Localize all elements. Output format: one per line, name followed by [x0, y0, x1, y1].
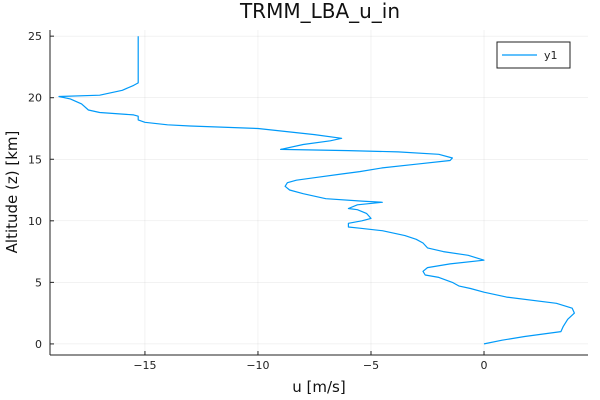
chart-title: TRMM_LBA_u_in — [239, 0, 400, 23]
y-tick: 5 — [35, 276, 54, 289]
x-tick: −5 — [363, 351, 379, 372]
legend: y1 — [496, 41, 571, 69]
x-tick: 0 — [481, 351, 488, 372]
y-tick: 20 — [28, 92, 54, 105]
x-tick: −10 — [246, 351, 270, 372]
y-tick-label: 25 — [28, 30, 42, 43]
x-tick-label: 0 — [481, 359, 488, 372]
axes — [49, 30, 588, 356]
y-axis-ticks: 0 5 10 15 20 25 — [28, 30, 54, 351]
x-axis-ticks: −15 −10 −5 0 — [133, 351, 488, 372]
x-axis-label: u [m/s] — [292, 378, 345, 396]
x-tick-label: −10 — [246, 359, 269, 372]
x-tick-label: −5 — [363, 359, 379, 372]
y-tick-label: 5 — [35, 276, 42, 289]
y-tick-label: 20 — [28, 92, 42, 105]
y-tick: 10 — [28, 215, 54, 228]
x-tick: −15 — [133, 351, 157, 372]
y-tick: 15 — [28, 153, 54, 166]
y-axis-label: Altitude (z) [km] — [3, 131, 21, 254]
y-tick-label: 0 — [35, 338, 42, 351]
legend-label-y1: y1 — [544, 49, 558, 62]
y-tick: 25 — [28, 30, 54, 43]
y-tick-label: 10 — [28, 215, 42, 228]
series-layer — [58, 36, 575, 345]
y-tick-label: 15 — [28, 153, 42, 166]
series-line-y1 — [58, 36, 575, 345]
y-tick: 0 — [35, 338, 54, 351]
grid — [50, 30, 588, 355]
x-tick-label: −15 — [133, 359, 156, 372]
